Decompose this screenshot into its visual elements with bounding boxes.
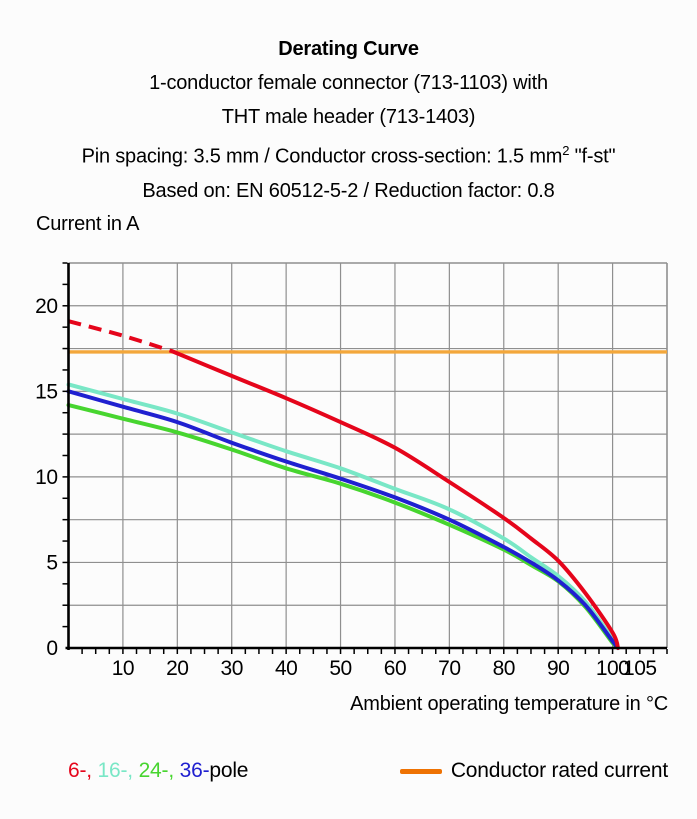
y-tick-label: 15 (35, 380, 57, 403)
x-tick-label: 50 (329, 657, 351, 680)
curve-16-pole (66, 382, 620, 650)
curve-6-pole (169, 349, 620, 650)
legend-pole-segment: 36- (179, 759, 210, 782)
legend-pole-segment: pole (209, 759, 249, 782)
superscript-2: 2 (562, 143, 570, 158)
rated-current-label: Conductor rated current (450, 759, 668, 782)
legend-pole-segment: 16-, (97, 759, 139, 782)
x-tick-label: 30 (221, 657, 243, 680)
legend-pole-segment: 6-, (68, 759, 98, 782)
legend-pole-counts: 6-, 16-, 24-, 36- pole (68, 759, 248, 783)
x-tick-label: 40 (275, 657, 297, 680)
legend-pole-segment: 24-, (138, 759, 180, 782)
x-tick-label: 80 (493, 657, 515, 680)
chart-title: Derating Curve (278, 38, 419, 60)
chart-subtitle-2: THT male header (713-1403) (221, 106, 476, 128)
x-tick-label: 90 (547, 657, 569, 680)
x-tick-label: 100 (596, 657, 630, 680)
x-tick-label: 20 (166, 657, 188, 680)
curve-24-pole (66, 403, 620, 650)
y-tick-label: 10 (35, 466, 57, 489)
x-axis-title: Ambient operating temperature in °C (350, 693, 668, 715)
x-tick-label: 10 (112, 657, 134, 680)
y-tick-label: 0 (46, 637, 57, 660)
chart-title-block: Derating Curve 1-conductor female connec… (0, 32, 697, 208)
rated-current-line-swatch (399, 768, 442, 774)
chart-subtitle-4: Based on: EN 60512-5-2 / Reduction facto… (142, 179, 555, 202)
y-tick-label: 20 (35, 295, 57, 318)
y-axis-title: Current in A (36, 213, 140, 235)
chart-legend: 6-, 16-, 24-, 36- pole Conductor rated cu… (68, 756, 668, 786)
chart-subtitle-3: Pin spacing: 3.5 mm / Conductor cross-se… (81, 143, 616, 168)
curve-6-pole-dashed (67, 319, 173, 354)
x-tick-label: 105 (623, 657, 657, 680)
x-tick-label: 70 (438, 657, 460, 680)
legend-rated-current: Conductor rated current (399, 759, 668, 783)
x-tick-label: 60 (384, 657, 406, 680)
curve-36-pole (66, 389, 620, 650)
chart-subtitle-1: 1-conductor female connector (713-1103) … (149, 72, 548, 94)
y-tick-label: 5 (46, 551, 57, 574)
